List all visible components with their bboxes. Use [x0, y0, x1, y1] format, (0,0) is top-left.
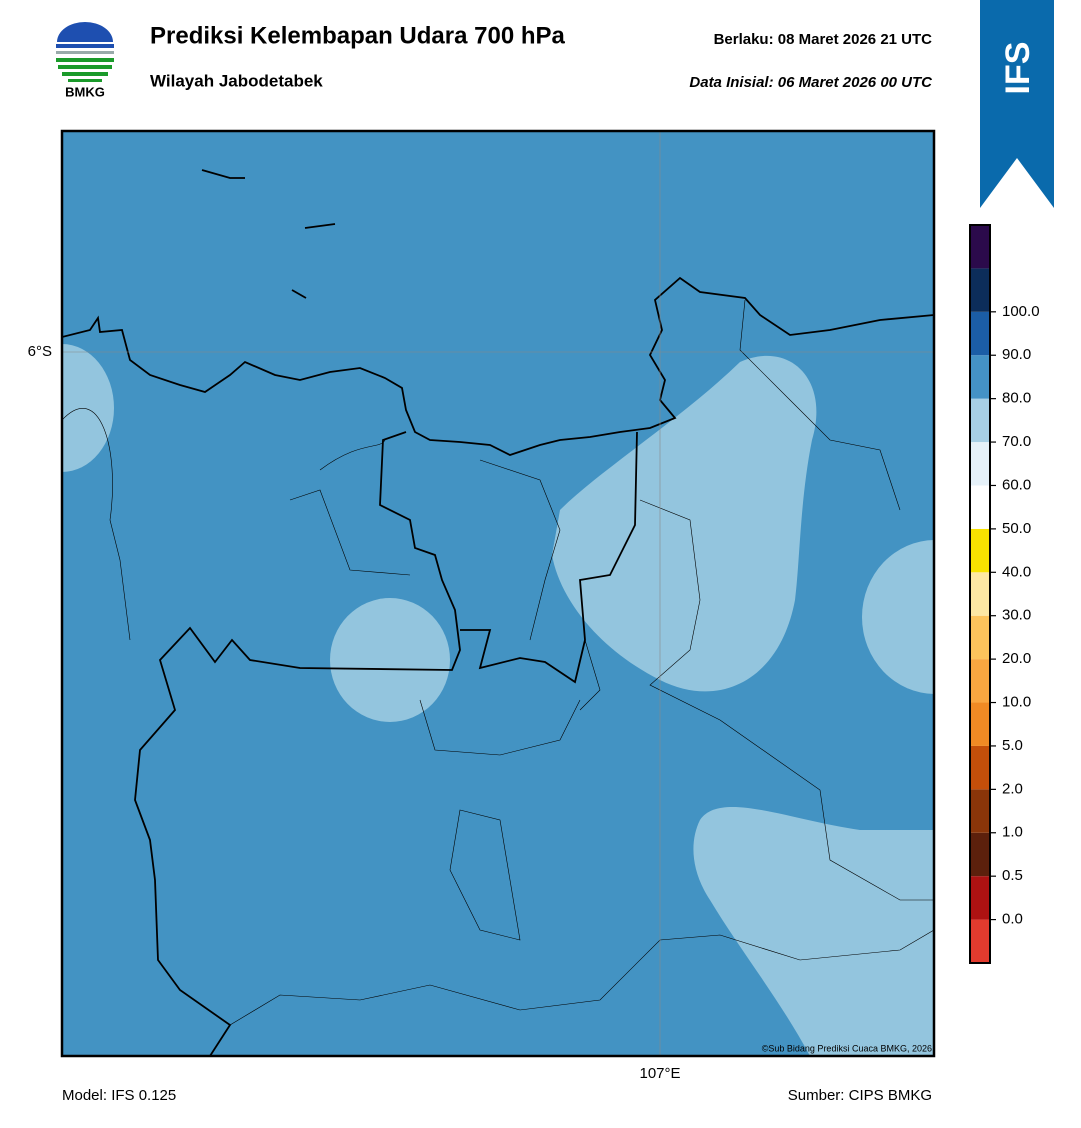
colorbar-tick-label: 70.0	[1002, 433, 1031, 450]
colorbar-tick-label: 0.0	[1002, 911, 1023, 928]
colorbar-segment	[970, 355, 990, 399]
colorbar-tick-label: 0.5	[1002, 867, 1023, 884]
colorbar-segment	[970, 702, 990, 746]
logo-text: BMKG	[65, 84, 105, 99]
colorbar-tick-label: 90.0	[1002, 346, 1031, 363]
map-frame	[60, 129, 936, 1058]
colorbar-segment	[970, 225, 990, 269]
colorbar-tick-label: 30.0	[1002, 607, 1031, 624]
colorbar-tick-label: 20.0	[1002, 650, 1031, 667]
valid-time: Berlaku: 08 Maret 2026 21 UTC	[714, 31, 933, 48]
model-label: Model: IFS 0.125	[62, 1087, 176, 1104]
colorbar-segment	[970, 311, 990, 356]
badge	[980, 0, 1054, 208]
colorbar: 0.0 0.5 1.0 2.0 5.0 10.0 20.0 30.0 40.0 50.0 60.0 7…	[969, 224, 1040, 964]
colorbar-tick-label: 50.0	[1002, 520, 1031, 537]
colorbar-segment	[970, 745, 990, 790]
colorbar-tick-label: 5.0	[1002, 737, 1023, 754]
colorbar-tick-label: 40.0	[1002, 563, 1031, 580]
colorbar-segment	[970, 832, 990, 877]
badge-text: IFS	[999, 42, 1037, 95]
colorbar-tick-label: 60.0	[1002, 476, 1031, 493]
map	[62, 131, 934, 1056]
colorbar-segment	[970, 485, 990, 529]
lat-label: 6°S	[28, 343, 52, 360]
colorbar-segment	[970, 442, 990, 486]
source-label: Sumber: CIPS BMKG	[788, 1087, 932, 1104]
colorbar-tick-label: 100.0	[1002, 303, 1040, 320]
colorbar-segment	[970, 398, 990, 443]
colorbar-segment	[970, 789, 990, 833]
colorbar-segment	[970, 528, 990, 573]
colorbar-segment	[970, 615, 990, 660]
colorbar-tick-label: 2.0	[1002, 780, 1023, 797]
colorbar-frame	[969, 224, 991, 964]
colorbar-segment	[970, 268, 990, 312]
colorbar-tick-label: 10.0	[1002, 693, 1031, 710]
lon-label: 107°E	[639, 1065, 680, 1082]
subtitle: Wilayah Jabodetabek	[150, 71, 323, 90]
colorbar-tick-label: 1.0	[1002, 824, 1023, 841]
credit: ©Sub Bidang Prediksi Cuaca BMKG, 2026	[762, 1043, 932, 1053]
title: Prediksi Kelembapan Udara 700 hPa	[150, 22, 566, 49]
colorbar-segment	[970, 572, 990, 616]
logo	[56, 22, 114, 82]
colorbar-segment	[970, 659, 990, 703]
colorbar-segment	[970, 919, 990, 963]
init-time: Data Inisial: 06 Maret 2026 00 UTC	[689, 74, 933, 91]
colorbar-tick-label: 80.0	[1002, 390, 1031, 407]
colorbar-segment	[970, 876, 990, 920]
